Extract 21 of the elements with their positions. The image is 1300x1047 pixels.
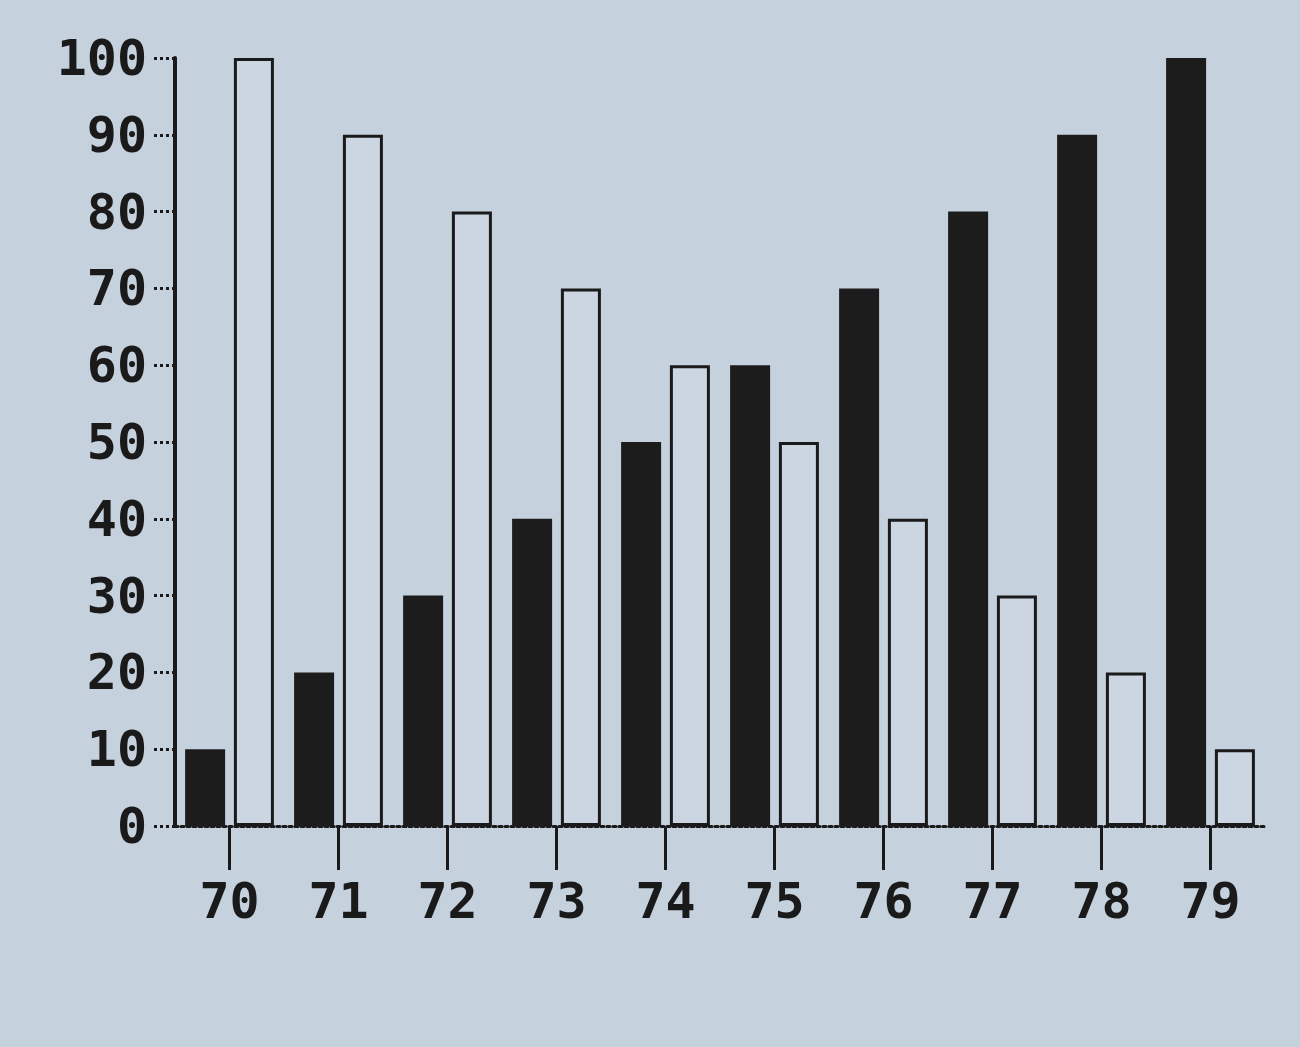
x-tick-label: 75: [744, 872, 805, 930]
y-tick-label: 90: [86, 105, 147, 164]
y-tick-label: 30: [86, 566, 147, 625]
x-tick-label: 73: [526, 872, 587, 930]
y-tick-label: 40: [86, 489, 147, 548]
x-tick-label: 77: [962, 872, 1023, 930]
y-tick-label: 80: [86, 182, 147, 241]
y-tick-label: 10: [86, 720, 147, 779]
y-tick-label: 50: [86, 413, 147, 471]
x-tick-label: 78: [1071, 872, 1132, 930]
x-tick-label: 79: [1180, 872, 1241, 930]
y-tick-label: 100: [56, 29, 147, 87]
y-tick-label: 0: [116, 797, 147, 855]
y-tick-label: 70: [86, 259, 147, 318]
x-tick-label: 74: [635, 872, 696, 930]
x-tick-label: 72: [417, 872, 478, 930]
x-tick-label: 70: [199, 872, 260, 930]
y-tick-label: 20: [86, 643, 147, 702]
y-tick-label: 60: [86, 336, 147, 395]
x-tick-label: 76: [853, 872, 914, 930]
x-tick-label: 71: [308, 872, 369, 930]
